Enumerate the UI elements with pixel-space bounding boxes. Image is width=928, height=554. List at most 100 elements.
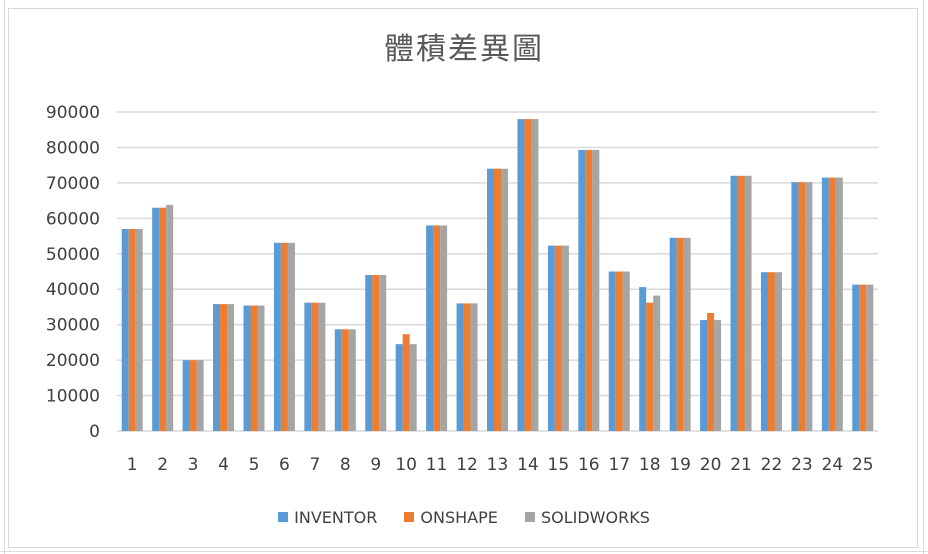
bar-solidworks-20 [714, 320, 722, 431]
x-tick-label: 14 [517, 455, 539, 475]
bar-onshape-7 [311, 302, 319, 431]
bar-solidworks-6 [287, 242, 295, 431]
legend-label-inventor: INVENTOR [294, 507, 378, 527]
x-tick-label: 3 [188, 455, 199, 475]
bar-inventor-24 [821, 177, 829, 431]
x-tick-label: 21 [730, 455, 752, 475]
y-tick-label: 30000 [46, 316, 100, 336]
bar-onshape-14 [524, 119, 532, 431]
bar-onshape-20 [707, 312, 715, 431]
bar-inventor-6 [273, 242, 281, 431]
bar-solidworks-15 [561, 245, 569, 431]
bar-inventor-19 [669, 237, 677, 431]
legend-swatch-solidworks [524, 512, 535, 522]
bar-onshape-15 [554, 245, 562, 431]
x-tick-label: 1 [127, 455, 138, 475]
bar-solidworks-3 [196, 360, 204, 431]
sheet-gridline [923, 0, 924, 554]
chart-title: 體積差異圖 [384, 32, 544, 67]
bar-onshape-10 [402, 334, 410, 431]
bar-onshape-17 [615, 271, 623, 431]
bar-inventor-3 [182, 360, 190, 431]
bar-solidworks-14 [531, 119, 539, 431]
bar-onshape-12 [463, 303, 471, 431]
bar-onshape-4 [220, 304, 228, 431]
bar-inventor-17 [608, 271, 616, 431]
bar-solidworks-12 [470, 303, 478, 431]
bar-onshape-18 [646, 302, 654, 431]
legend-item-onshape: ONSHAPE [404, 507, 498, 527]
x-tick-label: 12 [456, 455, 478, 475]
bar-inventor-7 [304, 302, 312, 431]
bar-onshape-9 [372, 275, 380, 431]
bar-inventor-4 [213, 304, 221, 431]
bar-inventor-14 [517, 119, 525, 431]
bar-inventor-20 [700, 320, 708, 431]
bar-onshape-23 [798, 182, 806, 431]
x-tick-label: 20 [700, 455, 722, 475]
bar-onshape-5 [250, 305, 258, 431]
bar-inventor-21 [730, 175, 738, 431]
bar-onshape-3 [189, 360, 197, 431]
legend: INVENTOR ONSHAPE SOLIDWORKS [0, 507, 928, 527]
bar-onshape-16 [585, 149, 593, 432]
x-tick-label: 5 [249, 455, 260, 475]
bar-solidworks-4 [227, 304, 235, 431]
bar-solidworks-19 [683, 237, 691, 431]
bar-onshape-21 [737, 175, 745, 431]
bar-inventor-23 [791, 182, 799, 431]
bar-inventor-16 [578, 149, 586, 432]
x-tick-label: 7 [309, 455, 320, 475]
bar-solidworks-22 [774, 272, 782, 431]
bar-onshape-25 [859, 284, 867, 431]
legend-swatch-inventor [278, 512, 289, 522]
bar-solidworks-24 [835, 177, 843, 431]
y-tick-label: 70000 [46, 174, 100, 194]
bar-inventor-1 [121, 228, 129, 431]
bar-onshape-1 [128, 228, 136, 431]
y-tick-label: 40000 [46, 280, 100, 300]
bar-solidworks-5 [257, 305, 265, 431]
bar-inventor-12 [456, 303, 464, 431]
bar-inventor-13 [487, 168, 494, 431]
sheet-gridline [4, 0, 5, 554]
bar-solidworks-16 [592, 149, 600, 432]
bar-inventor-10 [395, 344, 403, 431]
bar-onshape-6 [280, 242, 288, 431]
x-tick-label: 25 [852, 455, 874, 475]
bar-onshape-2 [159, 207, 167, 431]
x-tick-label: 19 [669, 455, 691, 475]
bar-onshape-19 [676, 237, 684, 431]
y-tick-label: 10000 [46, 387, 100, 407]
bar-solidworks-17 [622, 271, 630, 431]
bar-solidworks-10 [409, 344, 417, 431]
x-tick-label: 16 [578, 455, 600, 475]
bar-solidworks-25 [866, 284, 874, 431]
legend-swatch-onshape [404, 512, 415, 522]
bar-inventor-9 [365, 275, 373, 431]
legend-label-solidworks: SOLIDWORKS [540, 507, 650, 527]
y-tick-label: 90000 [46, 103, 100, 123]
sheet-gridline [0, 551, 928, 552]
x-tick-label: 10 [395, 455, 417, 475]
bar-solidworks-7 [318, 302, 326, 431]
bar-solidworks-1 [135, 228, 143, 431]
x-tick-label: 23 [791, 455, 813, 475]
bar-solidworks-8 [348, 329, 356, 431]
y-tick-label: 20000 [46, 351, 100, 371]
bar-inventor-8 [334, 329, 342, 431]
bar-inventor-15 [547, 245, 555, 431]
x-tick-label: 17 [608, 455, 630, 475]
bar-solidworks-18 [653, 295, 661, 431]
x-tick-label: 9 [370, 455, 381, 475]
legend-label-onshape: ONSHAPE [420, 507, 498, 527]
bar-solidworks-2 [166, 204, 174, 431]
legend-item-solidworks: SOLIDWORKS [524, 507, 650, 527]
bar-solidworks-9 [379, 275, 387, 431]
bar-inventor-25 [852, 284, 860, 431]
x-tick-label: 11 [426, 455, 448, 475]
x-tick-label: 18 [639, 455, 661, 475]
x-tick-label: 22 [761, 455, 783, 475]
bar-onshape-11 [433, 225, 441, 431]
